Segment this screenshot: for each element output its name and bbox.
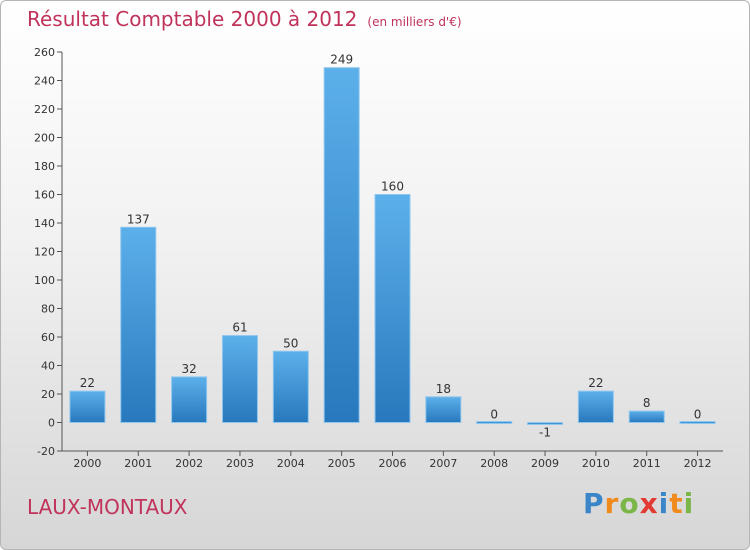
y-tick-label: 140 <box>34 217 55 230</box>
y-tick-label: 100 <box>34 274 55 287</box>
data-label-2008: 0 <box>490 408 498 422</box>
data-label-2001: 137 <box>127 212 150 226</box>
x-tick-label: 2000 <box>73 457 101 470</box>
bar-2009 <box>527 422 564 425</box>
y-tick-label: 120 <box>34 246 55 259</box>
y-tick-label: 180 <box>34 160 55 173</box>
y-tick-label: 240 <box>34 75 55 88</box>
x-tick-label: 2009 <box>531 457 559 470</box>
y-tick-label: 160 <box>34 189 55 202</box>
data-label-2012: 0 <box>694 408 702 422</box>
y-tick-label: 220 <box>34 103 55 116</box>
data-label-2005: 249 <box>330 53 353 67</box>
x-tick-label: 2006 <box>379 457 407 470</box>
y-tick-label: 80 <box>41 303 55 316</box>
data-label-2000: 22 <box>80 376 95 390</box>
x-tick-label: 2004 <box>277 457 305 470</box>
x-tick-label: 2010 <box>582 457 610 470</box>
proxiti-logo[interactable]: Proxiti <box>583 487 695 520</box>
data-label-2006: 160 <box>381 180 404 194</box>
y-tick-label: 40 <box>41 360 55 373</box>
bar-2008 <box>476 421 513 424</box>
bar-2005 <box>323 67 360 424</box>
bar-2001 <box>120 226 157 423</box>
bar-2006 <box>374 194 411 423</box>
bar-2011 <box>628 410 665 424</box>
bar-2010 <box>577 390 614 423</box>
x-tick-label: 2005 <box>328 457 356 470</box>
y-tick-label: 20 <box>41 388 55 401</box>
x-tick-label: 2002 <box>175 457 203 470</box>
x-tick-label: 2012 <box>684 457 712 470</box>
bar-2000 <box>69 390 106 423</box>
bar-2004 <box>272 350 309 423</box>
data-label-2002: 32 <box>181 362 196 376</box>
data-label-2010: 22 <box>588 376 603 390</box>
y-tick-label: 0 <box>48 417 55 430</box>
data-label-2003: 61 <box>232 321 247 335</box>
y-tick-label: 60 <box>41 331 55 344</box>
chart-subtitle: (en milliers d'€) <box>367 15 462 29</box>
x-tick-label: 2003 <box>226 457 254 470</box>
data-label-2011: 8 <box>643 396 651 410</box>
data-label-2004: 50 <box>283 336 298 350</box>
bar-2012 <box>679 421 716 424</box>
x-tick-label: 2001 <box>124 457 152 470</box>
x-tick-label: 2011 <box>633 457 661 470</box>
x-tick-label: 2007 <box>429 457 457 470</box>
y-tick-label: -20 <box>37 445 55 458</box>
bar-2003 <box>221 335 258 424</box>
y-tick-label: 260 <box>34 46 55 59</box>
bar-2007 <box>425 396 462 424</box>
x-tick-label: 2008 <box>480 457 508 470</box>
chart-title: Résultat Comptable 2000 à 2012 (en millie… <box>27 7 462 31</box>
town-name: LAUX-MONTAUX <box>27 495 188 519</box>
data-label-2009: -1 <box>539 426 551 440</box>
bar-2002 <box>171 376 208 423</box>
data-label-2007: 18 <box>436 382 451 396</box>
y-tick-label: 200 <box>34 132 55 145</box>
